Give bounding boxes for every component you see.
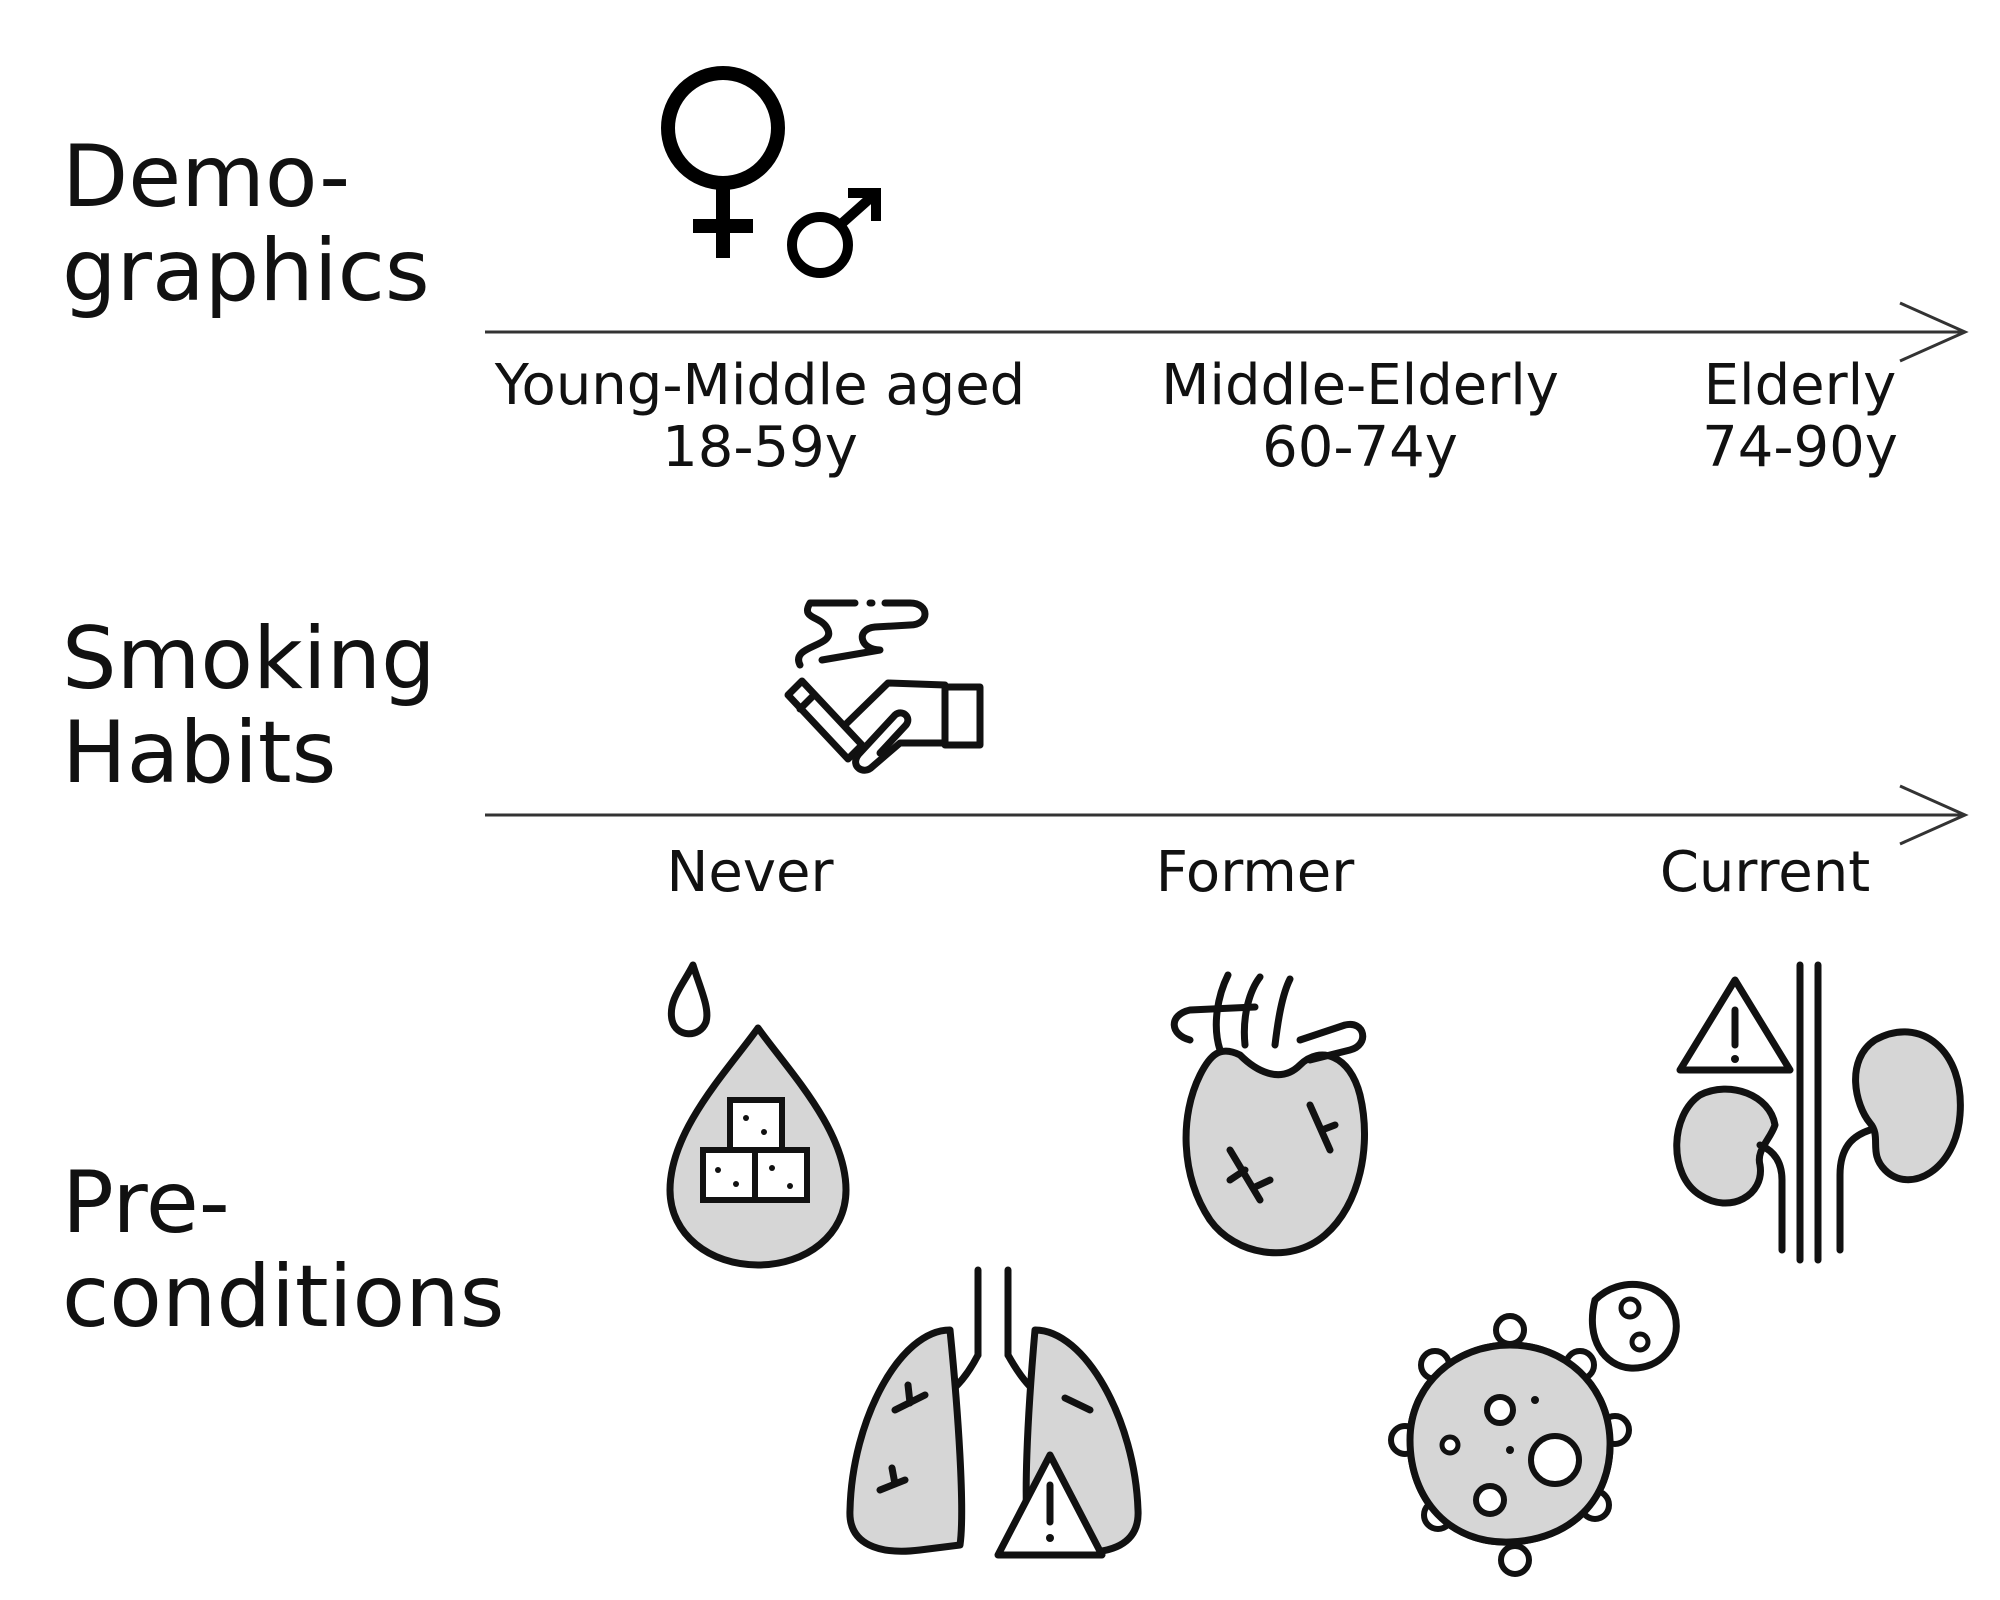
male-symbol-icon <box>787 188 881 278</box>
lungs-warning-icon <box>846 1266 1142 1559</box>
row-title-demographics: Demo- graphics <box>62 127 430 321</box>
age-group-young-middle: Young-Middle aged 18-59y <box>494 353 1026 480</box>
age-group-elderly: Elderly 74-90y <box>1702 353 1898 480</box>
age-group-middle-elderly: Middle-Elderly 60-74y <box>1161 353 1559 480</box>
smoking-axis-arrow <box>485 784 1969 846</box>
female-symbol-icon <box>661 66 785 258</box>
row-title-smoking-habits: Smoking Habits <box>62 609 436 803</box>
demographics-axis-arrow <box>485 301 1969 363</box>
hand-cigarette-icon <box>784 599 984 774</box>
diabetes-blood-sugar-icon <box>666 961 850 1269</box>
row-title-preconditions: Pre- conditions <box>62 1153 505 1347</box>
smoking-current: Current <box>1659 840 1871 905</box>
smoking-former: Former <box>1155 840 1355 905</box>
smoking-never: Never <box>666 840 834 905</box>
heart-icon <box>1170 971 1368 1257</box>
kidney-warning-icon <box>1673 961 1964 1264</box>
cancer-cell-icon <box>1388 1281 1680 1577</box>
